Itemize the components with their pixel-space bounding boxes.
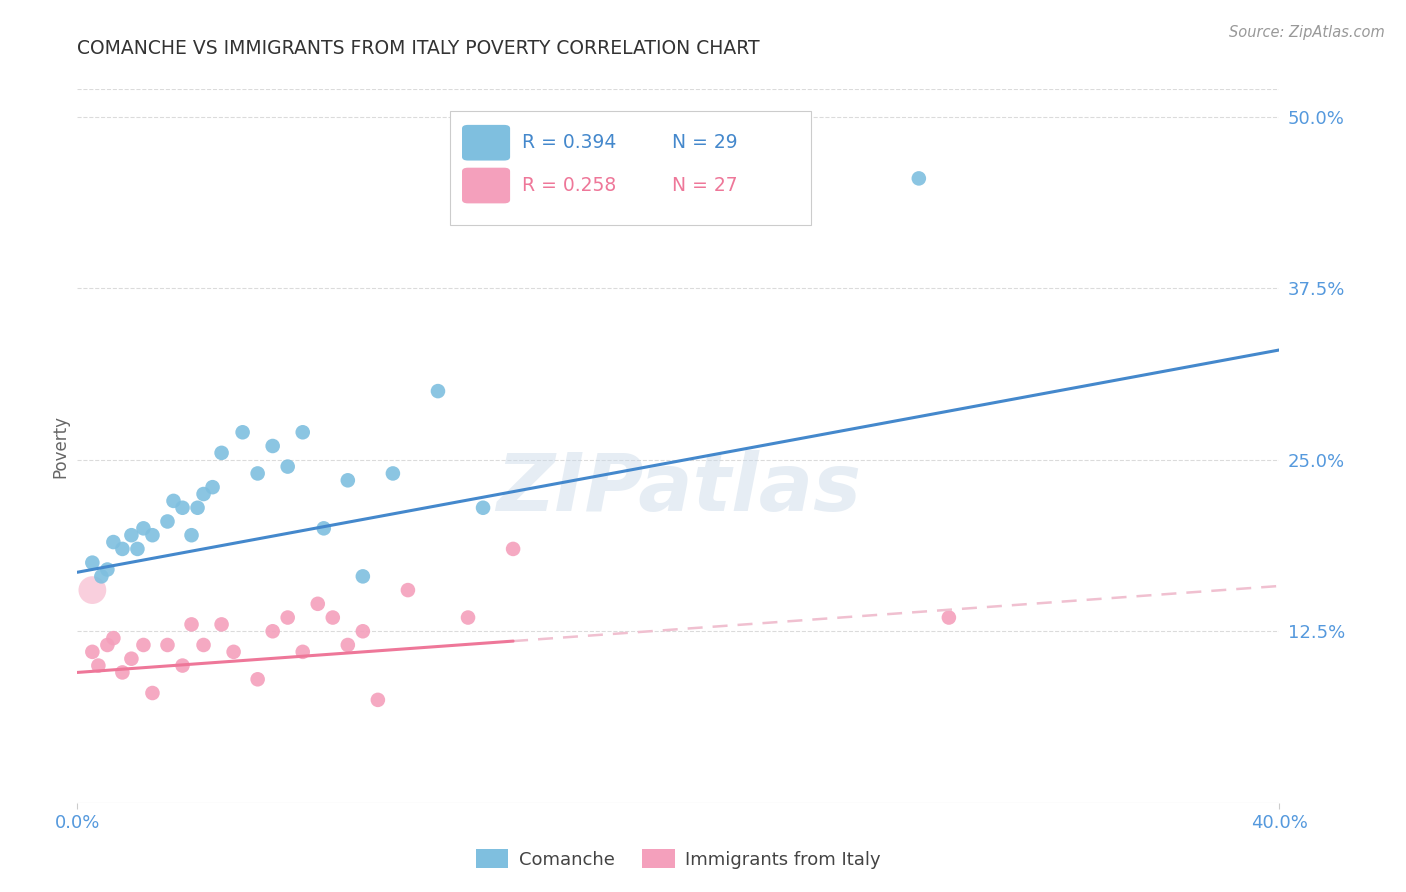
Legend: Comanche, Immigrants from Italy: Comanche, Immigrants from Italy: [468, 842, 889, 876]
Point: [82, 645, 104, 659]
Point: [90, 569, 112, 583]
Point: [938, 610, 960, 624]
Text: R = 0.394: R = 0.394: [522, 133, 616, 153]
Point: [381, 467, 404, 481]
Point: [82, 556, 104, 570]
Point: [427, 384, 450, 398]
Point: [193, 487, 215, 501]
Point: [312, 521, 335, 535]
Point: [82, 583, 104, 598]
Point: [908, 171, 931, 186]
Y-axis label: Poverty: Poverty: [51, 415, 69, 477]
FancyBboxPatch shape: [463, 125, 510, 161]
Point: [111, 665, 134, 680]
Point: [232, 425, 254, 440]
Point: [246, 467, 269, 481]
Point: [201, 480, 224, 494]
Point: [141, 528, 163, 542]
Point: [336, 473, 359, 487]
FancyBboxPatch shape: [463, 168, 510, 203]
Point: [103, 535, 125, 549]
Point: [396, 583, 419, 598]
Point: [307, 597, 329, 611]
Point: [277, 610, 299, 624]
Point: [222, 645, 245, 659]
Point: [162, 494, 184, 508]
Point: [111, 541, 134, 556]
Point: [187, 500, 209, 515]
Point: [262, 439, 284, 453]
Point: [277, 459, 299, 474]
Point: [87, 658, 110, 673]
Text: N = 29: N = 29: [672, 133, 738, 153]
Point: [211, 617, 233, 632]
FancyBboxPatch shape: [450, 111, 811, 225]
Point: [180, 528, 202, 542]
Point: [322, 610, 344, 624]
Point: [172, 500, 194, 515]
Point: [96, 562, 118, 576]
Point: [367, 693, 389, 707]
Point: [457, 610, 479, 624]
Point: [291, 425, 314, 440]
Point: [336, 638, 359, 652]
Point: [193, 638, 215, 652]
Point: [352, 569, 374, 583]
Text: Source: ZipAtlas.com: Source: ZipAtlas.com: [1229, 25, 1385, 40]
Point: [127, 541, 149, 556]
Text: N = 27: N = 27: [672, 176, 738, 195]
Point: [141, 686, 163, 700]
Point: [352, 624, 374, 639]
Point: [180, 617, 202, 632]
Point: [103, 631, 125, 645]
Point: [156, 638, 179, 652]
Point: [96, 638, 118, 652]
Text: ZIPatlas: ZIPatlas: [496, 450, 860, 528]
Point: [502, 541, 524, 556]
Point: [172, 658, 194, 673]
Point: [132, 638, 155, 652]
Text: COMANCHE VS IMMIGRANTS FROM ITALY POVERTY CORRELATION CHART: COMANCHE VS IMMIGRANTS FROM ITALY POVERT…: [77, 39, 761, 58]
Point: [132, 521, 155, 535]
Point: [291, 645, 314, 659]
Point: [120, 528, 142, 542]
Text: R = 0.258: R = 0.258: [522, 176, 616, 195]
Point: [246, 673, 269, 687]
Point: [211, 446, 233, 460]
Point: [120, 651, 142, 665]
Point: [472, 500, 495, 515]
Point: [156, 515, 179, 529]
Point: [262, 624, 284, 639]
